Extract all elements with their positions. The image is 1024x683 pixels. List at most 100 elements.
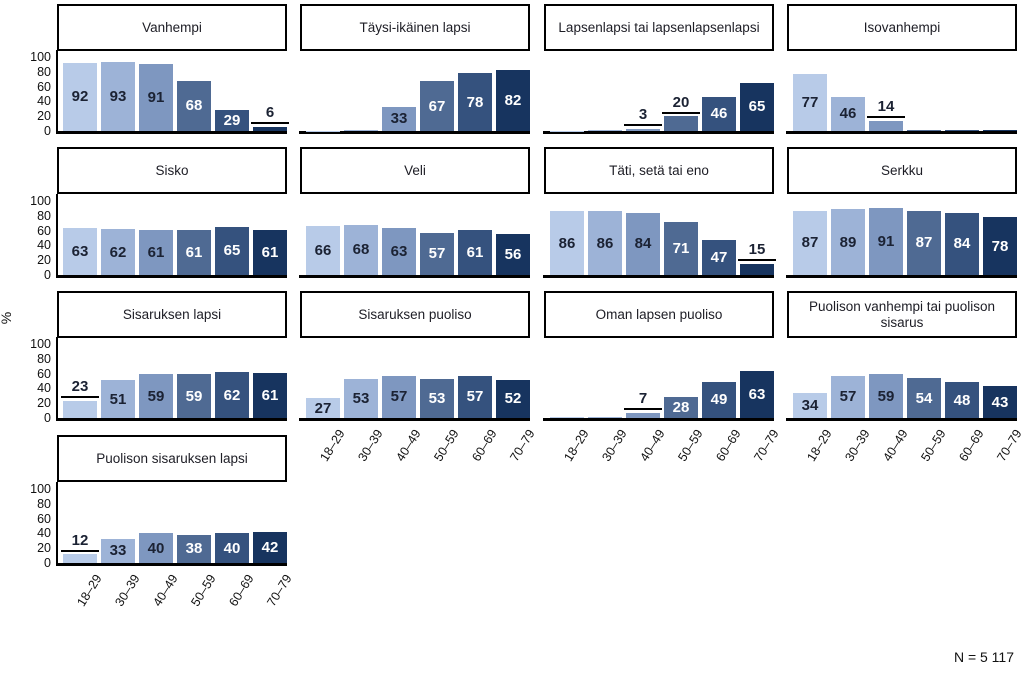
bar-value-label: 93 <box>109 88 127 106</box>
bar <box>215 226 249 275</box>
y-tick-label: 80 <box>37 208 51 223</box>
x-tick-label: 60–69 <box>226 572 257 609</box>
bar-value-label: 65 <box>748 98 766 116</box>
x-axis-line <box>55 418 287 421</box>
y-tick-label: 40 <box>37 381 51 396</box>
panel-plot: 3 20 46 65 <box>542 57 774 134</box>
bar-value-label: 34 <box>801 396 819 414</box>
bar-value-label: 12 <box>61 532 99 552</box>
bar <box>177 80 211 131</box>
bar-value-label: 61 <box>466 243 484 261</box>
y-tick-label: 0 <box>44 411 51 425</box>
x-axis-line <box>298 275 530 278</box>
x-tick-label: 18–29 <box>804 427 835 464</box>
bar-value-label: 40 <box>147 539 165 557</box>
bar-value-label: 6 <box>251 104 289 125</box>
bar-value-label: 59 <box>147 387 165 405</box>
bar-value-label: 65 <box>223 242 241 260</box>
bar-value-label: 84 <box>953 235 971 253</box>
bar <box>139 63 173 131</box>
bar <box>458 73 492 131</box>
sample-size-note: N = 5 117 <box>953 649 1014 665</box>
bar-value-label: 78 <box>466 93 484 111</box>
bar <box>702 96 736 131</box>
bar <box>420 232 454 275</box>
bar <box>740 82 774 131</box>
bar-value-label: 87 <box>801 234 819 252</box>
bar <box>626 128 660 131</box>
bar-value-label: 49 <box>710 391 728 409</box>
bar <box>344 378 378 418</box>
x-axis-line <box>55 563 287 566</box>
panel-title: Serkku <box>787 147 1017 194</box>
bar <box>793 392 827 418</box>
bar-value-label: 15 <box>738 241 776 262</box>
bar-value-label: 43 <box>991 393 1009 411</box>
bar-value-label: 89 <box>839 233 857 251</box>
y-tick-label: 20 <box>37 109 51 124</box>
bar-value-label: 86 <box>596 234 614 252</box>
bar <box>306 398 340 418</box>
bar <box>420 81 454 131</box>
bar <box>869 374 903 418</box>
bar <box>664 116 698 131</box>
bar-value-label: 29 <box>223 111 241 129</box>
bar <box>306 226 340 275</box>
bar-value-label: 57 <box>428 245 446 263</box>
bar <box>177 374 211 418</box>
bar <box>983 217 1017 275</box>
bar-value-label: 61 <box>147 243 165 261</box>
bar <box>420 378 454 418</box>
bar-value-label: 52 <box>504 390 522 408</box>
bar-value-label: 91 <box>877 232 895 250</box>
bar-value-label: 42 <box>261 538 279 556</box>
bar-value-label: 77 <box>801 94 819 112</box>
bar <box>869 207 903 275</box>
bar <box>101 62 135 131</box>
x-tick-label: 30–39 <box>599 427 630 464</box>
bar-value-label: 28 <box>672 399 690 417</box>
bar <box>983 130 1017 131</box>
y-axis-line <box>55 194 58 278</box>
bar <box>626 412 660 418</box>
bar-value-label: 51 <box>109 390 127 408</box>
bar <box>458 229 492 275</box>
panel-plot: 66 68 63 57 61 56 <box>298 201 530 278</box>
y-tick-label: 20 <box>37 396 51 411</box>
y-tick-label: 40 <box>37 526 51 541</box>
x-tick-label: 70–79 <box>264 572 295 609</box>
bar-value-label: 7 <box>624 390 662 411</box>
bar <box>907 378 941 418</box>
panel-title: Puolison vanhempi tai puolison sisarus <box>787 291 1017 338</box>
bar <box>215 109 249 131</box>
bar <box>945 212 979 275</box>
bar-value-label: 61 <box>261 386 279 404</box>
y-tick-label: 60 <box>37 79 51 94</box>
bar-value-label: 56 <box>504 245 522 263</box>
bar <box>382 228 416 275</box>
x-tick-label: 70–79 <box>507 427 538 464</box>
x-tick-label: 60–69 <box>956 427 987 464</box>
panel-plot: 7 28 49 63 18–29 30–39 40–49 50–59 60–69 70–79 <box>542 344 782 464</box>
bar <box>101 380 135 418</box>
y-tick-label: 60 <box>37 366 51 381</box>
x-axis-line <box>298 131 530 134</box>
bar <box>793 74 827 131</box>
x-tick-label: 18–29 <box>317 427 348 464</box>
bar-value-label: 57 <box>466 388 484 406</box>
x-tick-label: 60–69 <box>713 427 744 464</box>
x-tick-label: 40–49 <box>880 427 911 464</box>
panel-plot: 86 86 84 71 47 15 <box>542 201 776 278</box>
bar <box>907 210 941 275</box>
bar <box>740 263 774 275</box>
bar <box>869 120 903 131</box>
panel-plot: 0 20 40 60 80 100 63 62 61 61 65 61 <box>30 194 287 282</box>
bar-value-label: 14 <box>867 98 905 119</box>
bar <box>945 130 979 131</box>
y-tick-label: 20 <box>37 253 51 268</box>
bar-value-label: 53 <box>352 389 370 407</box>
x-axis-line <box>785 418 1017 421</box>
bar-value-label: 84 <box>634 235 652 253</box>
x-tick-label: 50–59 <box>431 427 462 464</box>
